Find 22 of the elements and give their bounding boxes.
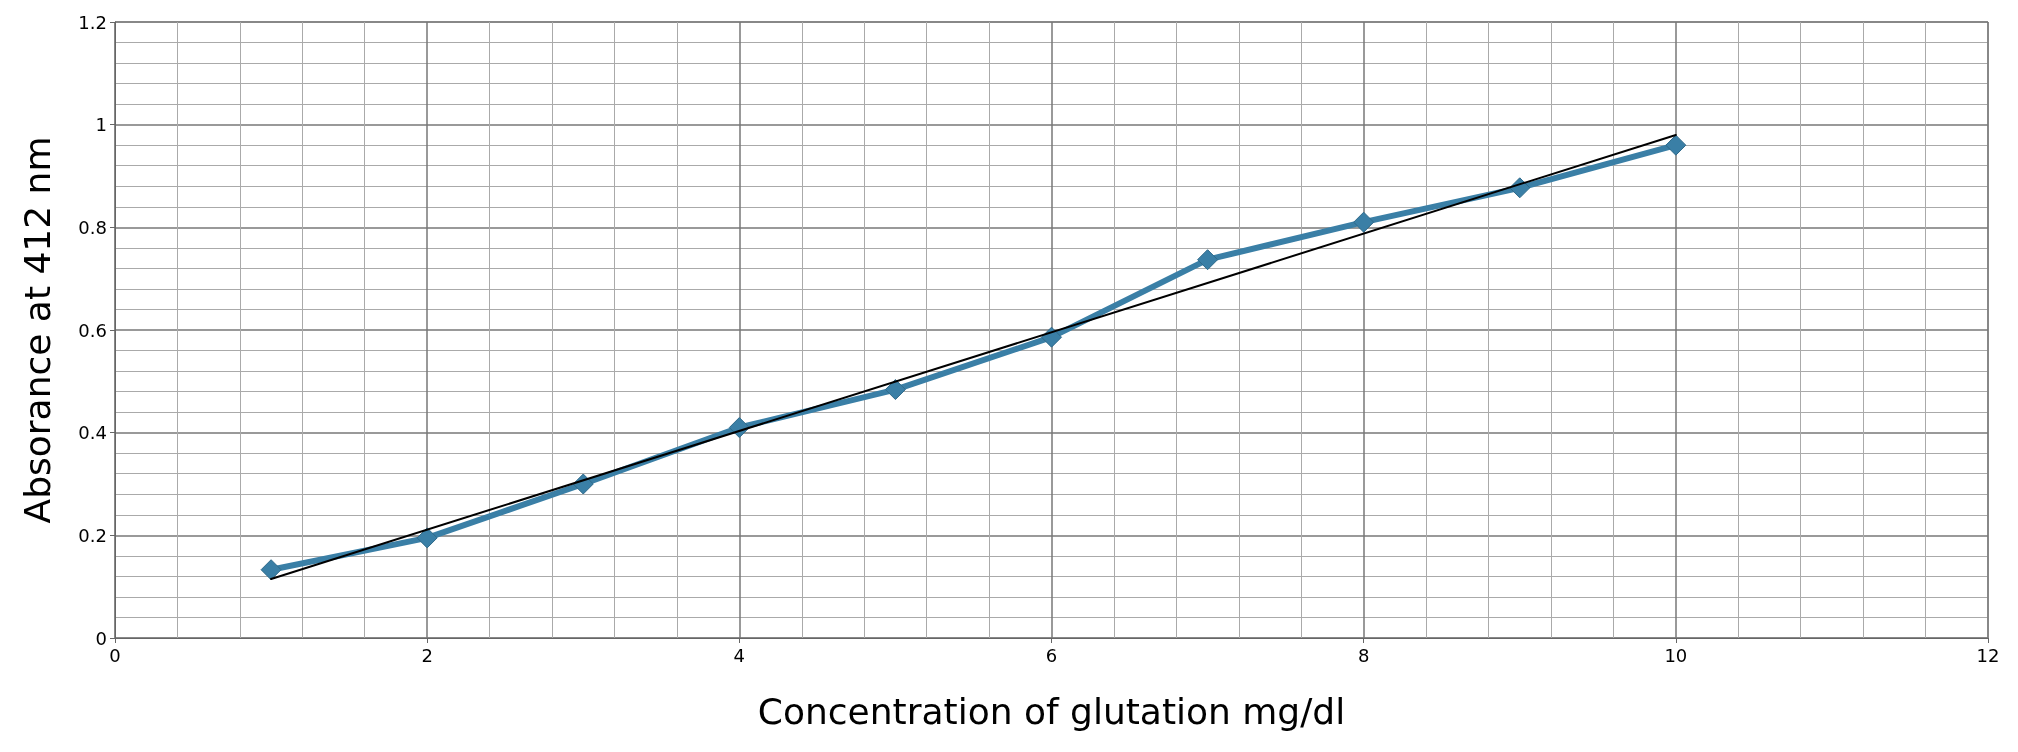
y-tick-label: 0.4 xyxy=(78,422,107,444)
y-tick-label: 0.6 xyxy=(78,319,107,341)
x-tick-label: 12 xyxy=(1976,644,2000,666)
x-tick-label: 0 xyxy=(109,644,121,666)
y-axis-title: Absorance at 412 nm xyxy=(16,136,58,524)
y-tick-label: 0 xyxy=(95,627,107,649)
x-tick-label: 4 xyxy=(733,644,746,666)
point xyxy=(1353,211,1375,233)
point xyxy=(260,559,282,581)
x-axis-title: Concentration of glutation mg/dl xyxy=(757,690,1346,732)
y-tick-label: 0.2 xyxy=(78,524,107,546)
point xyxy=(1665,134,1687,156)
y-tick-label: 1 xyxy=(95,114,107,136)
point xyxy=(416,527,438,549)
x-tick-label: 10 xyxy=(1664,644,1688,666)
point xyxy=(1197,249,1219,271)
point xyxy=(884,379,906,401)
y-tick-label: 1.2 xyxy=(78,11,107,33)
x-tick-label: 8 xyxy=(1357,644,1370,666)
y-tick-label: 0.8 xyxy=(78,216,107,238)
x-tick-label: 6 xyxy=(1045,644,1058,666)
x-tick-label: 2 xyxy=(421,644,433,666)
